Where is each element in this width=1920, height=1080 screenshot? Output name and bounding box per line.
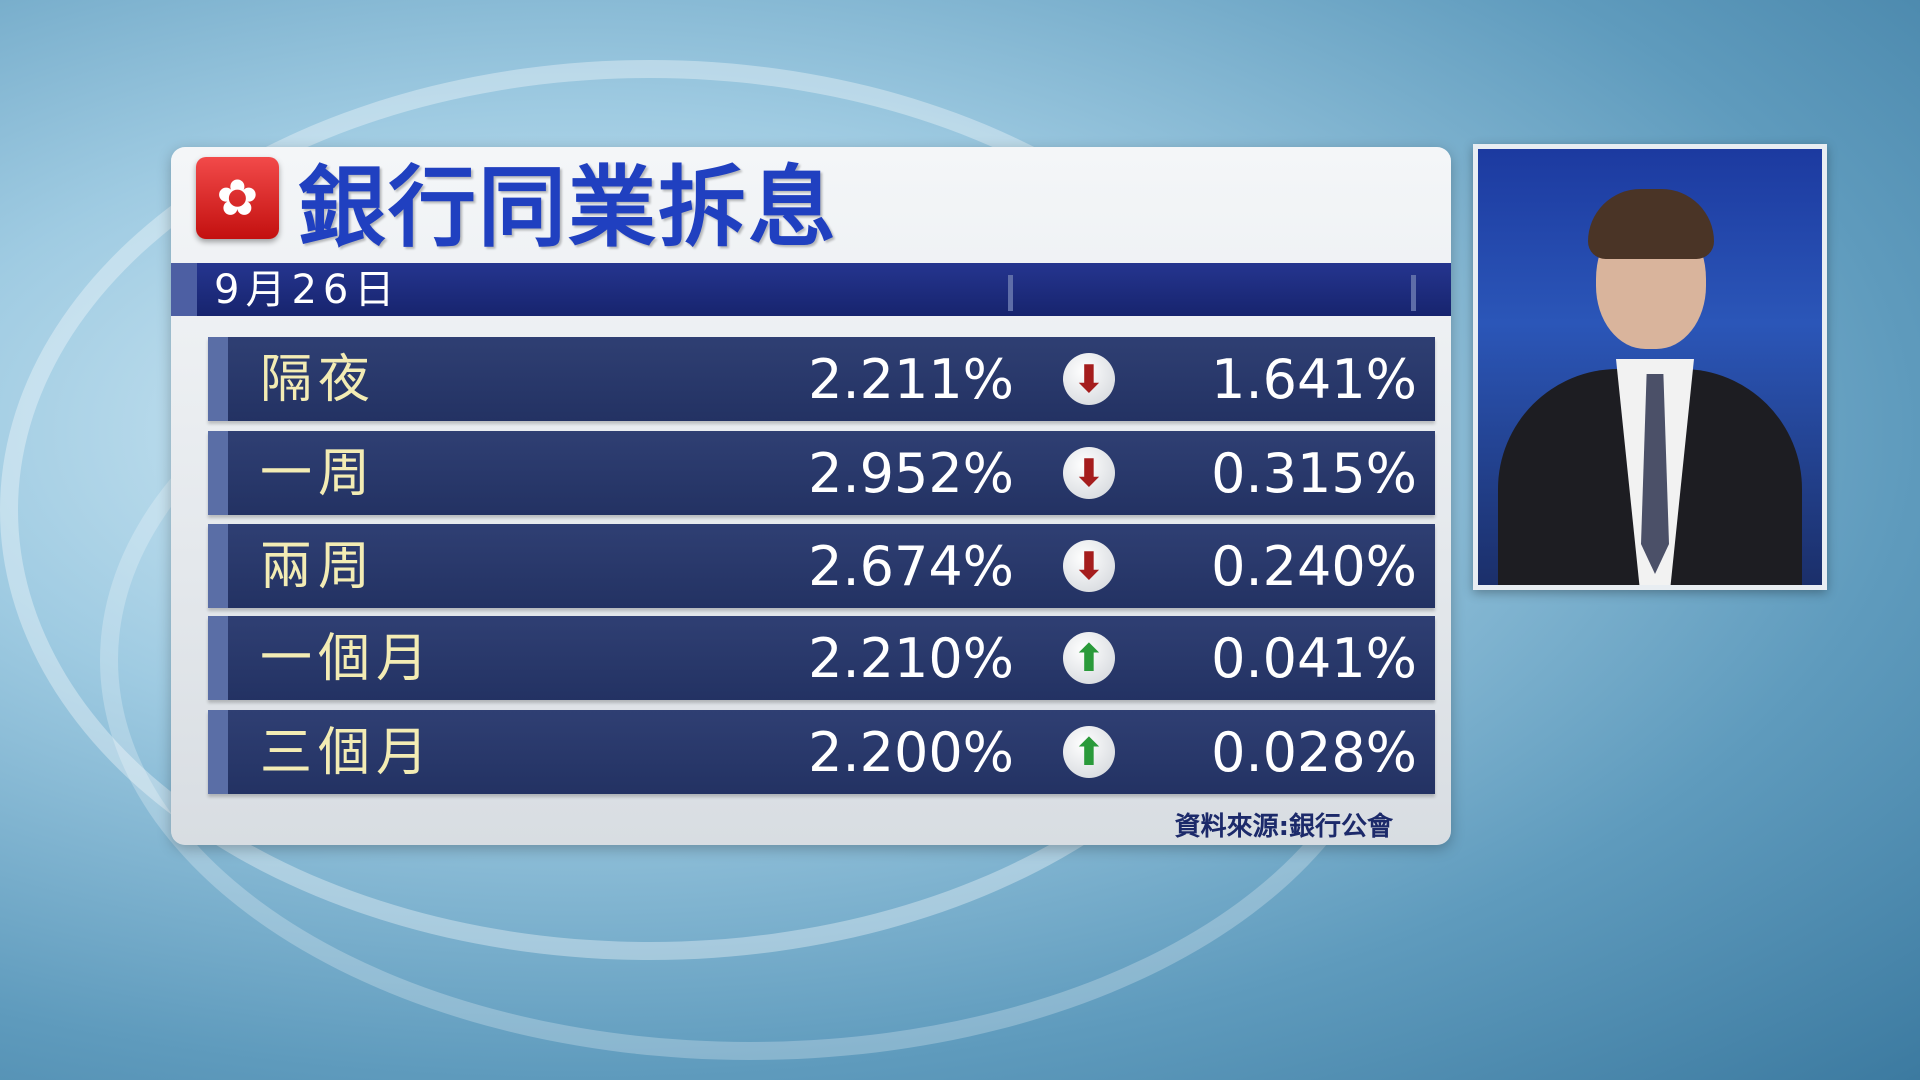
- term-label: 一周: [260, 444, 377, 504]
- term-label: 兩周: [260, 537, 377, 597]
- change-value: 0.041%: [1211, 627, 1417, 690]
- arrow-up-icon: ⬆: [1063, 632, 1115, 684]
- term-label: 三個月: [260, 723, 435, 783]
- table-row: 隔夜 2.211% ⬇ 1.641%: [208, 337, 1435, 421]
- anchor-video-inset: [1473, 144, 1827, 590]
- date-bar: [171, 263, 1451, 316]
- change-value: 0.240%: [1211, 535, 1417, 598]
- rate-value: 2.210%: [808, 627, 1014, 690]
- change-value: 1.641%: [1211, 348, 1417, 411]
- term-label: 隔夜: [260, 350, 377, 410]
- change-value: 0.315%: [1211, 442, 1417, 505]
- arrow-down-icon: ⬇: [1063, 540, 1115, 592]
- table-row: 兩周 2.674% ⬇ 0.240%: [208, 524, 1435, 608]
- date-label: 9月26日: [214, 267, 401, 313]
- column-divider: [1008, 275, 1013, 311]
- table-row: 一周 2.952% ⬇ 0.315%: [208, 431, 1435, 515]
- rate-value: 2.200%: [808, 721, 1014, 784]
- arrow-down-icon: ⬇: [1063, 447, 1115, 499]
- rate-value: 2.674%: [808, 535, 1014, 598]
- hong-kong-flag-icon: ✿: [196, 157, 279, 239]
- table-row: 三個月 2.200% ⬆ 0.028%: [208, 710, 1435, 794]
- term-label: 一個月: [260, 629, 435, 689]
- source-label: 資料來源:銀行公會: [1174, 812, 1393, 842]
- change-value: 0.028%: [1211, 721, 1417, 784]
- column-divider: [1411, 275, 1416, 311]
- page-title: 銀行同業拆息: [298, 156, 839, 259]
- arrow-down-icon: ⬇: [1063, 353, 1115, 405]
- rate-value: 2.211%: [808, 348, 1014, 411]
- arrow-up-icon: ⬆: [1063, 726, 1115, 778]
- rate-value: 2.952%: [808, 442, 1014, 505]
- table-row: 一個月 2.210% ⬆ 0.041%: [208, 616, 1435, 700]
